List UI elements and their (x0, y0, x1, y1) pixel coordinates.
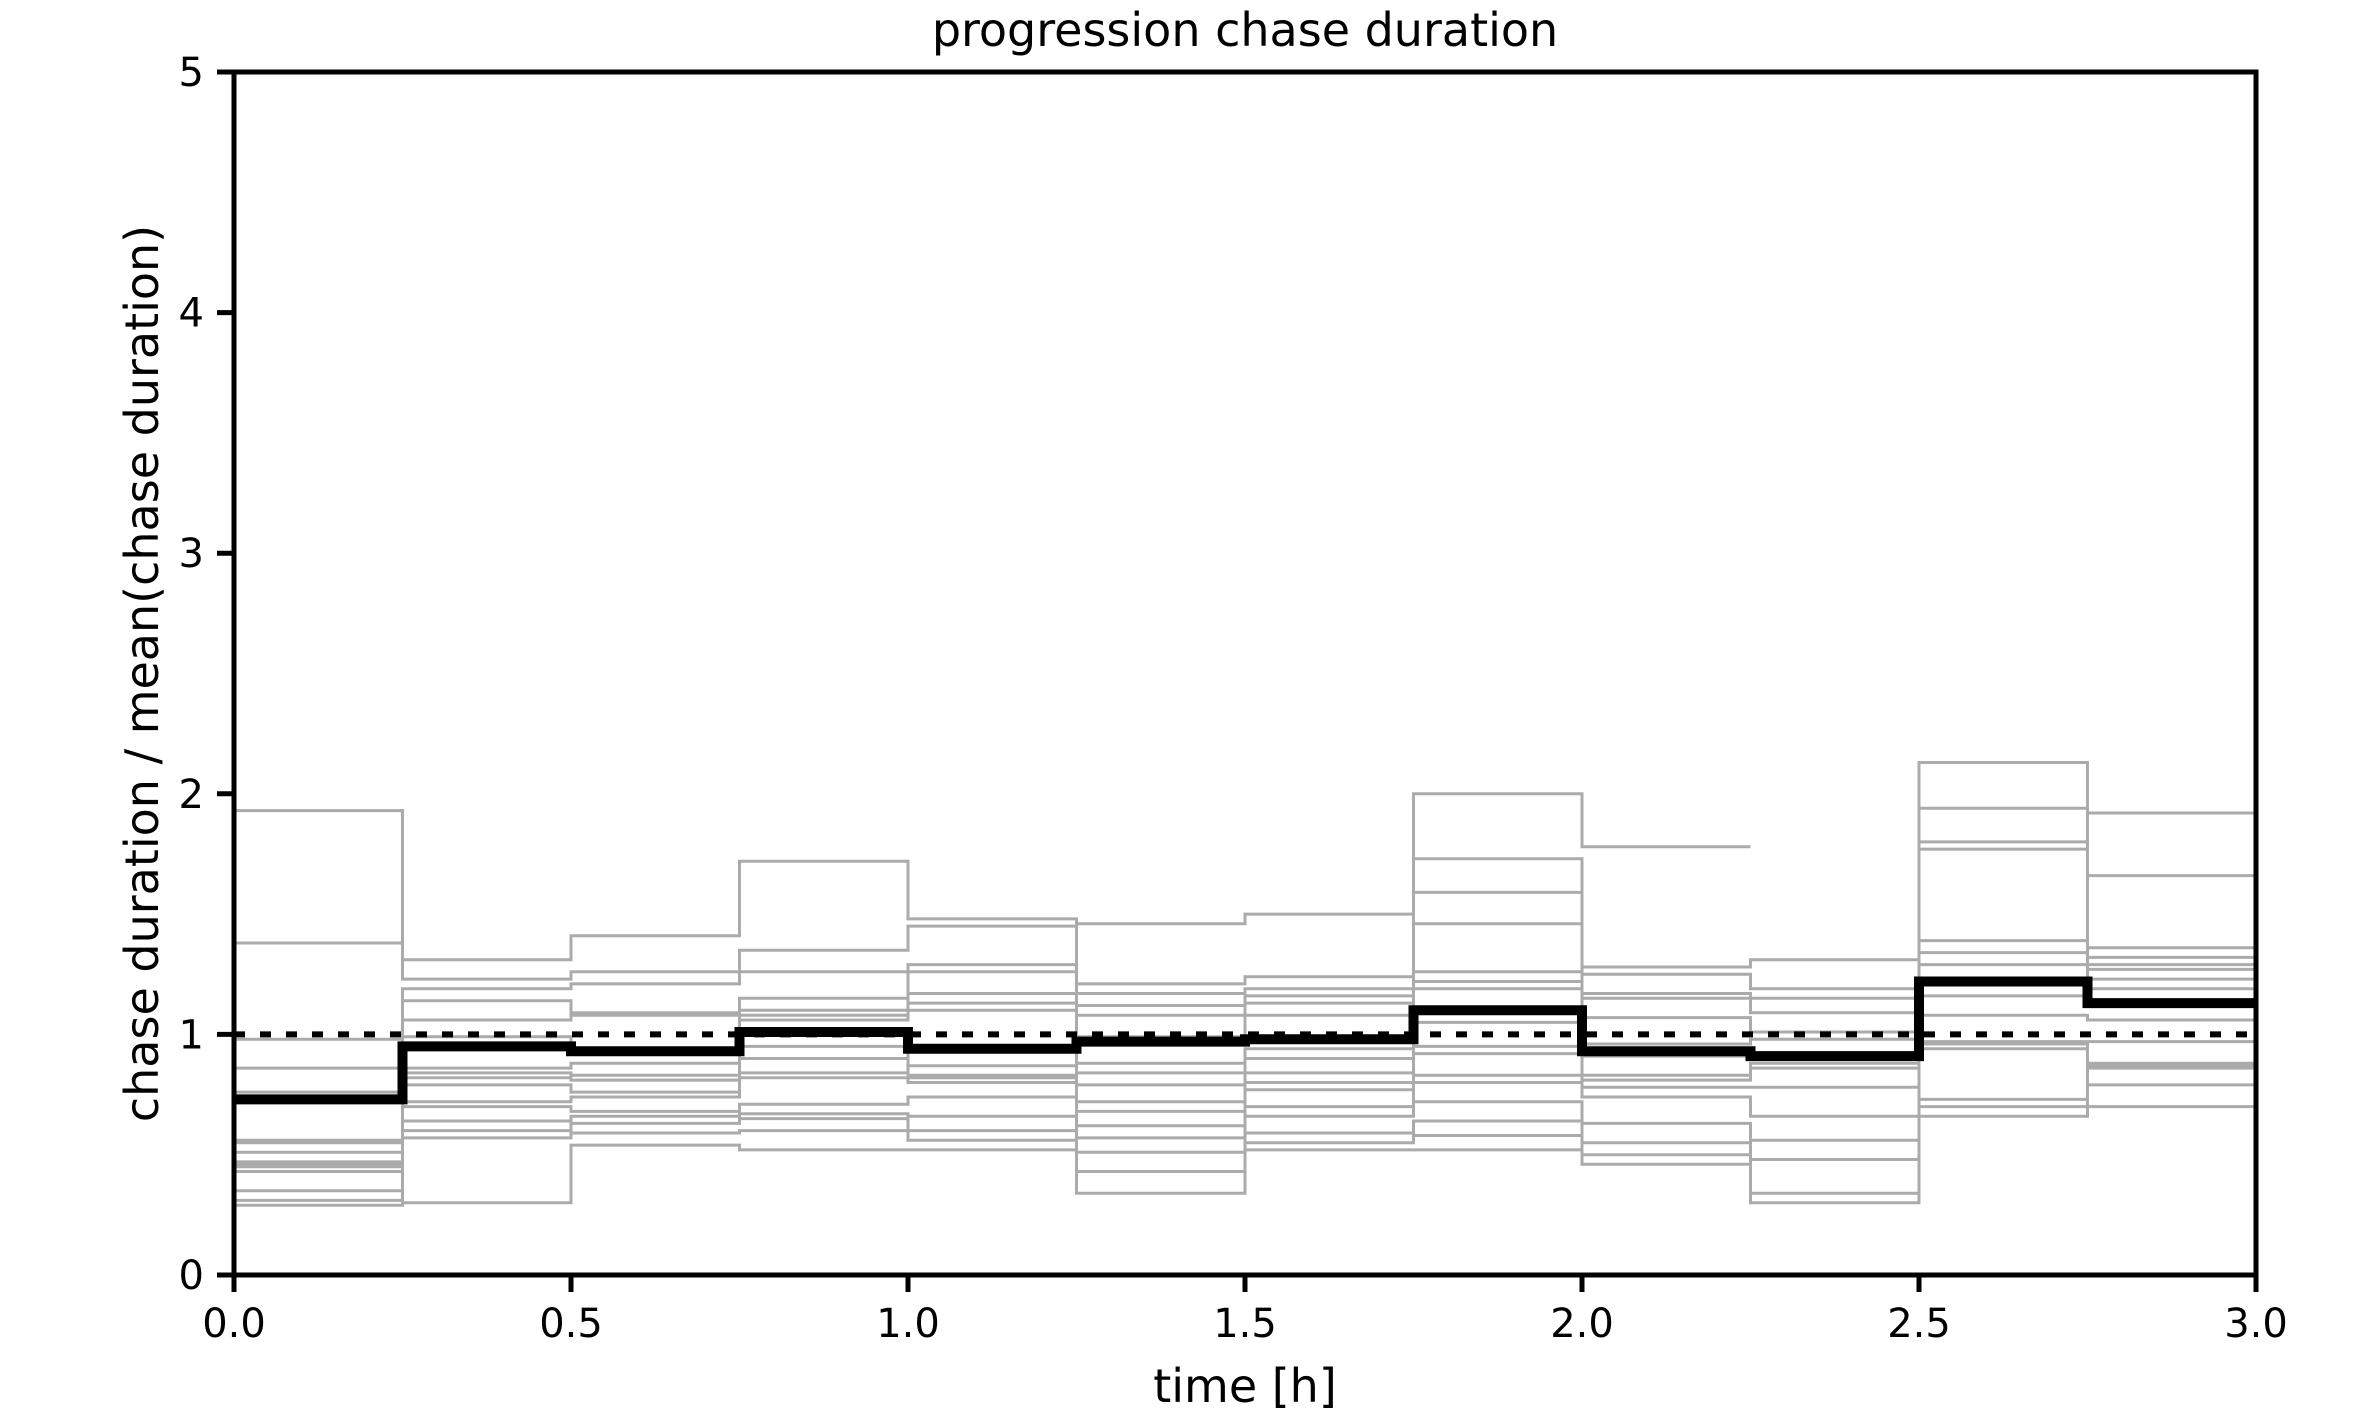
y-tick-label: 0 (179, 1253, 204, 1299)
y-tick-label: 3 (179, 531, 204, 577)
y-tick-label: 5 (179, 50, 204, 96)
x-tick-label: 2.5 (1887, 1301, 1951, 1347)
x-tick-label: 2.0 (1550, 1301, 1614, 1347)
y-axis-label: chase duration / mean(chase duration) (115, 225, 169, 1122)
y-axis-ticks: 0 1 2 3 4 5 (179, 50, 234, 1299)
individual-step-line-trace-02 (234, 761, 2256, 986)
x-tick-label: 3.0 (2224, 1301, 2288, 1347)
chart-title: progression chase duration (932, 3, 1558, 57)
x-tick-label: 0.0 (202, 1301, 266, 1347)
y-tick-label: 4 (179, 291, 204, 337)
mean-step-line (234, 976, 2256, 1105)
x-axis-ticks: 0.0 0.5 1.0 1.5 2.0 2.5 3.0 (202, 1275, 2288, 1347)
y-tick-label: 2 (179, 772, 204, 818)
x-axis-label: time [h] (1153, 1359, 1337, 1413)
x-tick-label: 1.0 (876, 1301, 940, 1347)
individual-step-line-trace-11 (234, 1040, 2256, 1166)
x-tick-label: 1.5 (1213, 1301, 1277, 1347)
x-tick-label: 0.5 (539, 1301, 603, 1347)
y-tick-label: 1 (179, 1012, 204, 1058)
individual-step-line-trace-16 (234, 1105, 2256, 1207)
individual-step-line-trace-01 (234, 792, 1751, 962)
